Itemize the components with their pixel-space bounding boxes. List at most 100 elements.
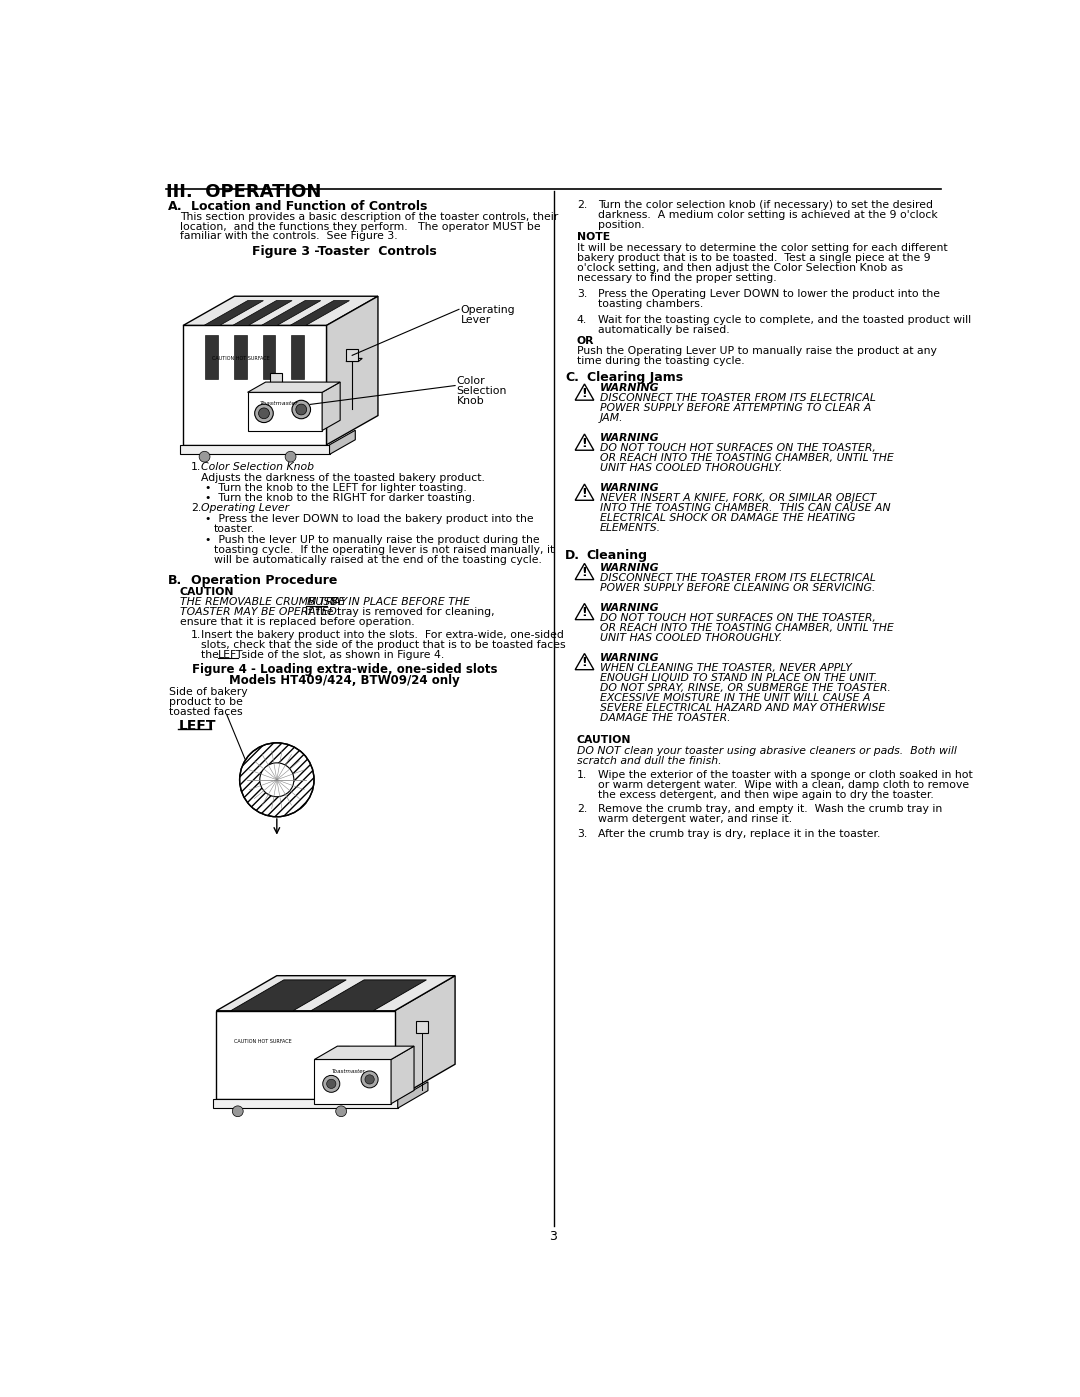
Text: !: ! xyxy=(582,387,588,400)
Text: WARNING: WARNING xyxy=(600,563,660,573)
Text: will be automatically raised at the end of the toasting cycle.: will be automatically raised at the end … xyxy=(214,555,542,564)
Text: BE IN PLACE BEFORE THE: BE IN PLACE BEFORE THE xyxy=(327,598,470,608)
Polygon shape xyxy=(391,1046,414,1104)
Polygon shape xyxy=(247,393,322,430)
Text: o'clock setting, and then adjust the Color Selection Knob as: o'clock setting, and then adjust the Col… xyxy=(577,263,903,274)
Text: Operating Lever: Operating Lever xyxy=(201,503,289,513)
Text: UNIT HAS COOLED THOROUGHLY.: UNIT HAS COOLED THOROUGHLY. xyxy=(600,464,782,474)
Polygon shape xyxy=(204,300,264,326)
Text: WARNING: WARNING xyxy=(600,383,660,393)
Text: CAUTION: CAUTION xyxy=(577,735,631,745)
Circle shape xyxy=(296,404,307,415)
Text: WHEN CLEANING THE TOASTER, NEVER APPLY: WHEN CLEANING THE TOASTER, NEVER APPLY xyxy=(600,662,852,673)
Text: DISCONNECT THE TOASTER FROM ITS ELECTRICAL: DISCONNECT THE TOASTER FROM ITS ELECTRIC… xyxy=(600,573,876,583)
Text: CAUTION: CAUTION xyxy=(180,587,234,597)
Text: !: ! xyxy=(582,657,588,669)
Circle shape xyxy=(232,1106,243,1116)
Text: Figure 4 - Loading extra-wide, one-sided slots: Figure 4 - Loading extra-wide, one-sided… xyxy=(191,662,497,676)
Polygon shape xyxy=(216,1011,394,1099)
Polygon shape xyxy=(216,975,455,1011)
Bar xyxy=(292,335,305,379)
Text: toasting chambers.: toasting chambers. xyxy=(598,299,704,309)
Polygon shape xyxy=(180,444,329,454)
Text: Lever: Lever xyxy=(460,314,490,324)
Polygon shape xyxy=(576,563,594,580)
Text: OR REACH INTO THE TOASTING CHAMBER, UNTIL THE: OR REACH INTO THE TOASTING CHAMBER, UNTI… xyxy=(600,453,894,464)
Text: NEVER INSERT A KNIFE, FORK, OR SIMILAR OBJECT: NEVER INSERT A KNIFE, FORK, OR SIMILAR O… xyxy=(600,493,876,503)
Text: or warm detergent water.  Wipe with a clean, damp cloth to remove: or warm detergent water. Wipe with a cle… xyxy=(598,780,970,789)
Text: •  Push the lever UP to manually raise the product during the: • Push the lever UP to manually raise th… xyxy=(205,535,539,545)
Text: WARNING: WARNING xyxy=(600,433,660,443)
Polygon shape xyxy=(576,434,594,450)
Polygon shape xyxy=(326,296,378,444)
Text: LEFT: LEFT xyxy=(218,650,243,659)
Text: 3: 3 xyxy=(550,1231,557,1243)
Text: Push the Operating Lever UP to manually raise the product at any: Push the Operating Lever UP to manually … xyxy=(577,346,936,356)
Text: the excess detergent, and then wipe again to dry the toaster.: the excess detergent, and then wipe agai… xyxy=(598,789,934,800)
Text: ELECTRICAL SHOCK OR DAMAGE THE HEATING: ELECTRICAL SHOCK OR DAMAGE THE HEATING xyxy=(600,513,855,524)
Text: 3.: 3. xyxy=(577,289,588,299)
Bar xyxy=(205,335,218,379)
Polygon shape xyxy=(314,1046,414,1059)
Text: Figure 3 -Toaster  Controls: Figure 3 -Toaster Controls xyxy=(252,244,436,257)
Text: POWER SUPPLY BEFORE CLEANING OR SERVICING.: POWER SUPPLY BEFORE CLEANING OR SERVICIN… xyxy=(600,583,876,592)
Circle shape xyxy=(240,743,314,817)
Text: 3.: 3. xyxy=(577,828,588,840)
Text: darkness.  A medium color setting is achieved at the 9 o'clock: darkness. A medium color setting is achi… xyxy=(598,210,939,219)
Text: CAUTION HOT SURFACE: CAUTION HOT SURFACE xyxy=(212,356,270,362)
Circle shape xyxy=(255,404,273,422)
Text: This section provides a basic description of the toaster controls, their: This section provides a basic descriptio… xyxy=(180,212,558,222)
Circle shape xyxy=(336,1106,347,1116)
Text: WARNING: WARNING xyxy=(600,652,660,662)
Polygon shape xyxy=(394,975,455,1099)
Polygon shape xyxy=(311,979,427,1011)
Bar xyxy=(262,335,275,379)
Text: OR: OR xyxy=(577,335,594,345)
Circle shape xyxy=(258,408,269,419)
Text: Side of bakery: Side of bakery xyxy=(170,687,247,697)
Text: B.: B. xyxy=(167,574,181,587)
Text: Selection: Selection xyxy=(457,386,507,395)
Text: 2.: 2. xyxy=(577,805,588,814)
Text: warm detergent water, and rinse it.: warm detergent water, and rinse it. xyxy=(598,814,793,824)
Polygon shape xyxy=(183,326,326,444)
Text: time during the toasting cycle.: time during the toasting cycle. xyxy=(577,356,744,366)
Polygon shape xyxy=(576,654,594,669)
Text: !: ! xyxy=(582,437,588,450)
Text: Remove the crumb tray, and empty it.  Wash the crumb tray in: Remove the crumb tray, and empty it. Was… xyxy=(598,805,943,814)
Polygon shape xyxy=(314,1059,391,1104)
Text: •  Turn the knob to the RIGHT for darker toasting.: • Turn the knob to the RIGHT for darker … xyxy=(205,493,475,503)
Text: Press the Operating Lever DOWN to lower the product into the: Press the Operating Lever DOWN to lower … xyxy=(598,289,941,299)
Text: POWER SUPPLY BEFORE ATTEMPTING TO CLEAR A: POWER SUPPLY BEFORE ATTEMPTING TO CLEAR … xyxy=(600,404,872,414)
Text: toasting cycle.  If the operating lever is not raised manually, it: toasting cycle. If the operating lever i… xyxy=(214,545,554,555)
Text: A.: A. xyxy=(167,200,183,212)
Text: Knob: Knob xyxy=(457,395,484,405)
Text: NOTE: NOTE xyxy=(577,232,610,242)
Text: TOASTER MAY BE OPERATED.: TOASTER MAY BE OPERATED. xyxy=(180,608,340,617)
Text: the: the xyxy=(201,650,222,659)
Text: Operation Procedure: Operation Procedure xyxy=(191,574,337,587)
Text: necessary to find the proper setting.: necessary to find the proper setting. xyxy=(577,274,777,284)
Text: Turn the color selection knob (if necessary) to set the desired: Turn the color selection knob (if necess… xyxy=(598,200,933,210)
Text: toasted faces: toasted faces xyxy=(170,707,243,718)
Circle shape xyxy=(323,1076,340,1092)
Text: LEFT: LEFT xyxy=(178,719,216,733)
Text: UNIT HAS COOLED THOROUGHLY.: UNIT HAS COOLED THOROUGHLY. xyxy=(600,633,782,643)
Text: After the crumb tray is dry, replace it in the toaster.: After the crumb tray is dry, replace it … xyxy=(598,828,881,840)
Text: !: ! xyxy=(582,566,588,580)
Text: product to be: product to be xyxy=(170,697,243,707)
Text: 1.: 1. xyxy=(191,462,201,472)
Text: Cleaning: Cleaning xyxy=(586,549,648,562)
Text: If the tray is removed for cleaning,: If the tray is removed for cleaning, xyxy=(298,608,495,617)
Text: Clearing Jams: Clearing Jams xyxy=(586,372,683,384)
Text: OR REACH INTO THE TOASTING CHAMBER, UNTIL THE: OR REACH INTO THE TOASTING CHAMBER, UNTI… xyxy=(600,623,894,633)
Text: side of the slot, as shown in Figure 4.: side of the slot, as shown in Figure 4. xyxy=(238,650,444,659)
Bar xyxy=(234,335,246,379)
Text: •  Press the lever DOWN to load the bakery product into the: • Press the lever DOWN to load the baker… xyxy=(205,514,534,524)
Polygon shape xyxy=(231,979,347,1011)
Text: Location and Function of Controls: Location and Function of Controls xyxy=(191,200,428,212)
Polygon shape xyxy=(576,485,594,500)
Text: SEVERE ELECTRICAL HAZARD AND MAY OTHERWISE: SEVERE ELECTRICAL HAZARD AND MAY OTHERWI… xyxy=(600,703,886,712)
Text: It will be necessary to determine the color setting for each different: It will be necessary to determine the co… xyxy=(577,243,947,253)
Text: Wipe the exterior of the toaster with a sponge or cloth soaked in hot: Wipe the exterior of the toaster with a … xyxy=(598,770,973,780)
